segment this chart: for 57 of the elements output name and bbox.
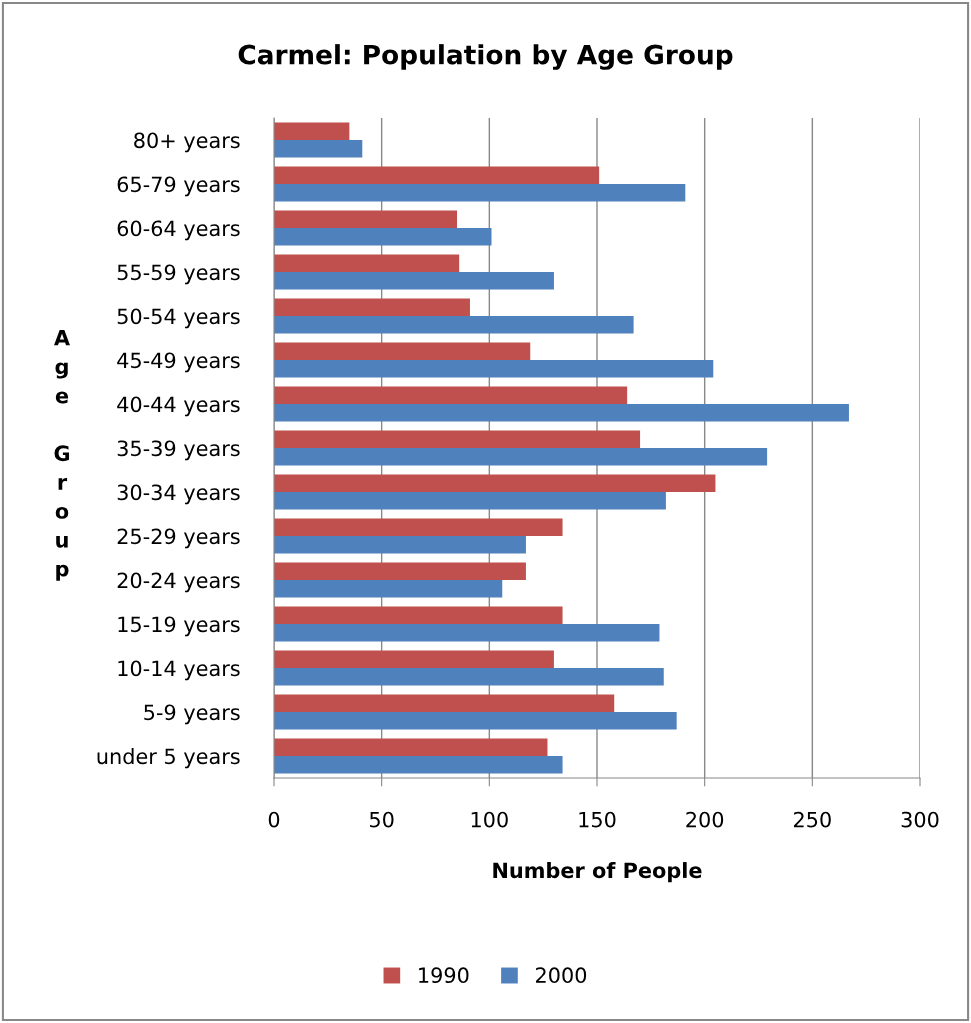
- bar: [274, 518, 563, 536]
- y-tick-label: 50-54 years: [117, 308, 240, 329]
- bar: [274, 386, 628, 404]
- x-tick-label: 200: [686, 811, 724, 828]
- bar: [274, 536, 526, 554]
- y-tick-label: 15-19 years: [118, 616, 240, 637]
- bar: [274, 580, 503, 598]
- y-tick-label: 30-34 years: [117, 484, 240, 505]
- bar: [274, 650, 554, 668]
- y-tick-label: 45-49 years: [117, 352, 240, 373]
- x-tick-label: 0: [268, 811, 280, 828]
- bar: [274, 562, 526, 580]
- bar: [274, 448, 768, 466]
- bar: [274, 210, 458, 228]
- y-tick-label: 60-64 years: [117, 220, 240, 241]
- bar: [274, 342, 531, 360]
- y-tick-label: under 5 years: [97, 748, 240, 769]
- y-tick-label: 40-44 years: [117, 396, 240, 417]
- bar: [274, 430, 641, 448]
- bar: [274, 668, 664, 686]
- bar: [274, 316, 634, 334]
- bar: [274, 166, 600, 184]
- y-tick-label: 20-24 years: [117, 572, 240, 593]
- x-tick-label: 250: [793, 811, 831, 828]
- bar: [274, 272, 554, 290]
- bar: [274, 228, 492, 246]
- bar: [274, 298, 470, 316]
- y-tick-label: 80+ years: [134, 132, 240, 153]
- bar: [274, 492, 666, 510]
- bar: [274, 404, 849, 422]
- y-tick-label: 5-9 years: [144, 704, 240, 725]
- y-tick-label: 55-59 years: [117, 264, 240, 285]
- x-tick-label: 300: [901, 811, 939, 828]
- bar: [274, 140, 363, 158]
- y-tick-label: 35-39 years: [117, 440, 240, 461]
- bar: [274, 712, 677, 730]
- bar: [274, 756, 563, 774]
- y-tick-label: 10-14 years: [118, 660, 240, 681]
- bar: [274, 694, 615, 712]
- legend-label: 1990: [419, 967, 469, 984]
- bar: [274, 606, 563, 624]
- bar: [274, 738, 548, 756]
- x-tick-label: 100: [471, 811, 508, 828]
- x-tick-label: 50: [370, 811, 394, 828]
- bar: [274, 624, 660, 642]
- x-tick-label: 150: [579, 811, 616, 828]
- bar: [274, 184, 686, 202]
- y-tick-label: 65-79 years: [117, 176, 240, 197]
- bar: [274, 360, 714, 378]
- bar: [274, 122, 350, 140]
- legend-label: 2000: [535, 967, 587, 984]
- chart-title: Carmel: Population by Age Group: [238, 44, 733, 70]
- x-axis-title: Number of People: [493, 862, 702, 883]
- bar: [274, 474, 716, 492]
- text: Age Group: [54, 330, 70, 581]
- y-tick-label: 25-29 years: [117, 528, 240, 549]
- bar: [274, 254, 460, 272]
